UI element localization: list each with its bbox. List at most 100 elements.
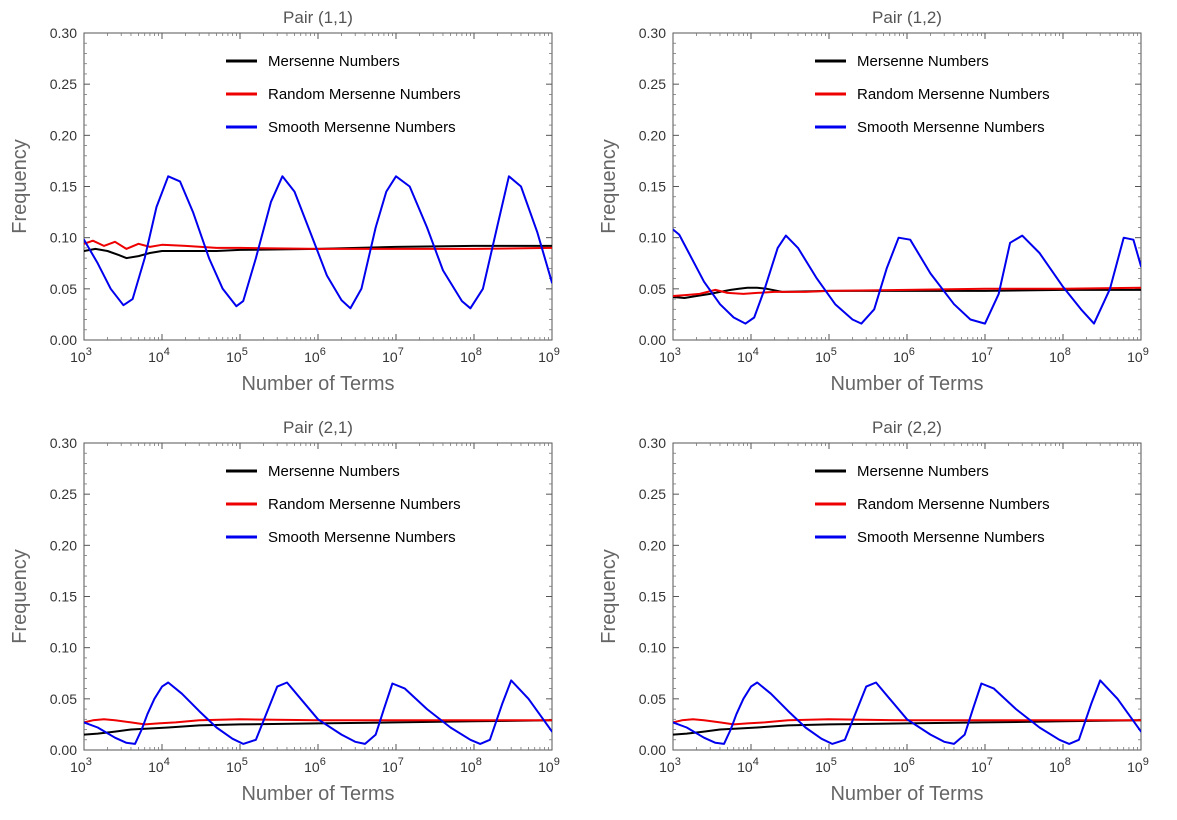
x-tick-label: 106 [893, 346, 915, 365]
y-tick-label: 0.30 [639, 435, 666, 451]
y-axis-label: Frequency [9, 549, 31, 644]
x-tick-label: 103 [70, 756, 92, 775]
x-tick-base: 10 [1049, 759, 1065, 775]
x-tick-exponent: 4 [753, 346, 759, 358]
chart-panel-pair-2-2: Pair (2,2) 0.00 0.05 0.10 0.15 0.20 0.25 0.30 10… [589, 410, 1177, 820]
x-axis-label: Number of Terms [830, 783, 983, 805]
x-tick-label: 109 [1127, 756, 1149, 775]
legend-label: Random Mersenne Numbers [857, 86, 1050, 103]
x-tick-base: 10 [304, 759, 320, 775]
line-chart: Pair (2,1) 0.00 0.05 0.10 0.15 0.20 0.25 0.30 10… [9, 418, 560, 805]
x-tick-label: 104 [737, 756, 759, 775]
chart-title: Pair (1,2) [872, 8, 942, 27]
y-tick-label: 0.10 [50, 230, 77, 246]
legend-item: Random Mersenne Numbers [815, 496, 1050, 513]
x-tick-label: 103 [70, 346, 92, 365]
legend-item: Mersenne Numbers [226, 463, 400, 480]
series-line-1 [84, 718, 552, 726]
x-tick-label: 107 [382, 346, 404, 365]
x-tick-label: 107 [971, 756, 993, 775]
x-tick-exponent: 9 [554, 756, 560, 768]
y-tick-label: 0.30 [50, 435, 77, 451]
x-tick-base: 10 [304, 349, 320, 365]
y-tick-label: 0.00 [639, 742, 666, 758]
x-tick-base: 10 [1049, 349, 1065, 365]
legend-label: Smooth Mersenne Numbers [857, 119, 1045, 136]
y-tick-label: 0.20 [50, 537, 77, 553]
x-axis-label: Number of Terms [830, 373, 983, 395]
x-tick-label: 108 [1049, 346, 1071, 365]
series-group [84, 679, 552, 745]
chart-panel-pair-1-2: Pair (1,2) 0.00 0.05 0.10 0.15 0.20 0.25 0.30 10… [589, 0, 1177, 410]
y-axis: 0.00 0.05 0.10 0.15 0.20 0.25 0.30 [639, 435, 1141, 758]
x-tick-exponent: 9 [1143, 346, 1149, 358]
y-axis-label: Frequency [598, 549, 620, 644]
x-tick-exponent: 6 [909, 756, 915, 768]
legend: Mersenne Numbers Random Mersenne Numbers S… [226, 463, 461, 546]
series-line-1 [673, 718, 1141, 726]
x-axis: 103 104 105 106 107 108 109 [70, 33, 560, 365]
x-tick-exponent: 4 [753, 756, 759, 768]
series-line-2 [673, 679, 1141, 745]
x-tick-exponent: 3 [86, 346, 92, 358]
y-tick-label: 0.10 [639, 640, 666, 656]
x-tick-base: 10 [70, 349, 86, 365]
x-tick-label: 108 [460, 346, 482, 365]
chart-title: Pair (2,1) [283, 418, 353, 437]
legend-item: Mersenne Numbers [815, 53, 989, 70]
x-tick-base: 10 [226, 759, 242, 775]
series-line-1 [84, 239, 552, 250]
legend-item: Smooth Mersenne Numbers [815, 529, 1045, 546]
y-tick-label: 0.25 [50, 486, 77, 502]
series-line-0 [673, 719, 1141, 736]
x-tick-label: 104 [148, 346, 170, 365]
x-tick-exponent: 7 [398, 756, 404, 768]
x-tick-label: 107 [971, 346, 993, 365]
y-tick-label: 0.05 [639, 281, 666, 297]
x-tick-base: 10 [659, 349, 675, 365]
plot-frame [672, 442, 1142, 751]
series-line-0 [673, 286, 1141, 299]
x-tick-label: 105 [226, 346, 248, 365]
series-line-2 [84, 679, 552, 745]
y-tick-label: 0.00 [50, 742, 77, 758]
x-tick-base: 10 [538, 759, 554, 775]
legend-item: Smooth Mersenne Numbers [226, 119, 456, 136]
series-line-2 [84, 175, 552, 310]
x-tick-exponent: 4 [164, 346, 170, 358]
x-tick-exponent: 3 [675, 346, 681, 358]
x-tick-base: 10 [70, 759, 86, 775]
legend-item: Random Mersenne Numbers [226, 496, 461, 513]
x-tick-label: 106 [893, 756, 915, 775]
legend-label: Mersenne Numbers [268, 53, 400, 70]
y-axis-label: Frequency [9, 139, 31, 234]
y-tick-label: 0.25 [639, 76, 666, 92]
x-tick-label: 108 [1049, 756, 1071, 775]
x-tick-label: 107 [382, 756, 404, 775]
legend: Mersenne Numbers Random Mersenne Numbers S… [226, 53, 461, 136]
legend-item: Smooth Mersenne Numbers [815, 119, 1045, 136]
legend-label: Mersenne Numbers [857, 463, 989, 480]
legend: Mersenne Numbers Random Mersenne Numbers S… [815, 53, 1050, 136]
plot-frame [83, 442, 553, 751]
legend-item: Random Mersenne Numbers [226, 86, 461, 103]
chart-panel-pair-2-1: Pair (2,1) 0.00 0.05 0.10 0.15 0.20 0.25 0.30 10… [0, 410, 588, 820]
chart-title: Pair (2,2) [872, 418, 942, 437]
x-tick-exponent: 5 [831, 756, 837, 768]
x-tick-label: 105 [226, 756, 248, 775]
y-tick-label: 0.15 [639, 179, 666, 195]
x-tick-exponent: 4 [164, 756, 170, 768]
y-axis-label: Frequency [598, 139, 620, 234]
x-tick-exponent: 7 [987, 756, 993, 768]
x-tick-label: 106 [304, 756, 326, 775]
y-axis: 0.00 0.05 0.10 0.15 0.20 0.25 0.30 [50, 435, 552, 758]
x-tick-label: 104 [148, 756, 170, 775]
x-tick-label: 104 [737, 346, 759, 365]
x-tick-base: 10 [815, 349, 831, 365]
y-tick-label: 0.20 [639, 537, 666, 553]
x-axis: 103 104 105 106 107 108 109 [659, 443, 1149, 775]
series-line-0 [84, 719, 552, 736]
x-tick-exponent: 7 [987, 346, 993, 358]
x-tick-exponent: 6 [320, 346, 326, 358]
